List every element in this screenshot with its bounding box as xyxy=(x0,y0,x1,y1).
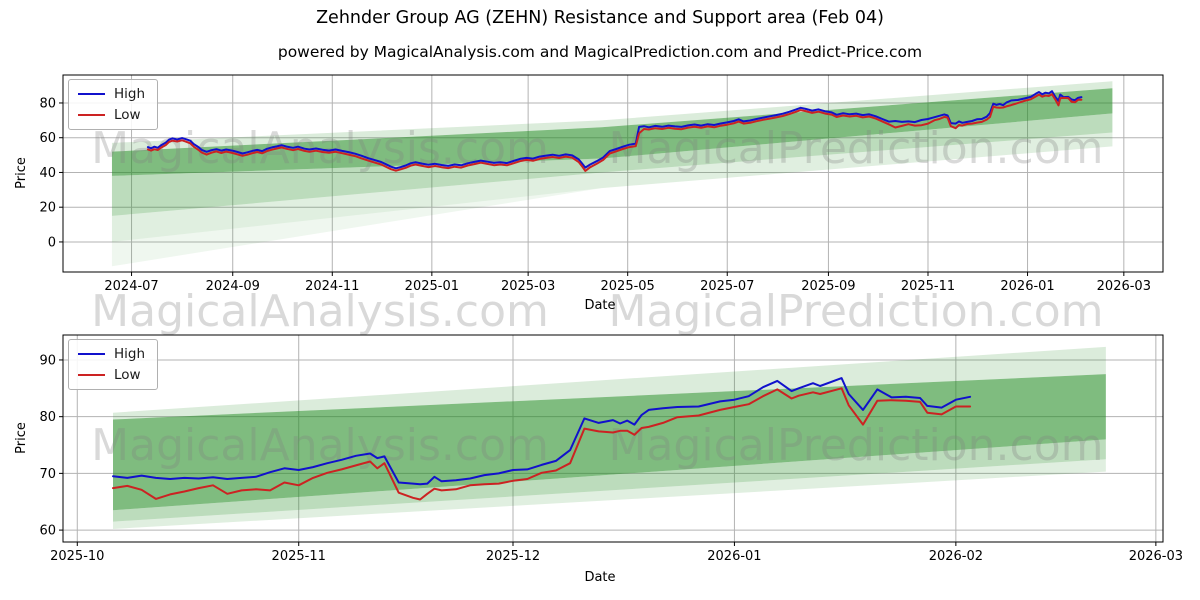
top-chart-y-tick-label: 0 xyxy=(48,235,56,250)
legend-label-high: High xyxy=(114,86,146,102)
top-chart-high-line xyxy=(146,90,1083,170)
top-chart-y-tick-label: 20 xyxy=(39,201,56,216)
bottom-chart-x-axis-label: Date xyxy=(584,570,616,585)
top-chart-y-tick-label: 40 xyxy=(39,166,56,181)
page-subtitle: powered by MagicalAnalysis.com and Magic… xyxy=(277,43,923,61)
top-chart-x-tick-label: 2025-05 xyxy=(601,279,655,294)
bottom-chart-x-tick-label: 2025-10 xyxy=(50,549,104,564)
top-chart-x-axis-label: Date xyxy=(584,298,616,313)
axes-layer: 2024-07 2024-09 2024-11 2025-01 2025-03 2025-… xyxy=(39,74,1183,564)
bottom-chart-support-resistance-band xyxy=(113,374,1106,511)
bottom-chart-x-tick-label: 2026-03 xyxy=(1129,549,1183,564)
top-chart-y-axis-label: Price xyxy=(14,157,29,189)
top-chart-support-resistance-band xyxy=(111,88,1113,176)
top-chart-low-line xyxy=(146,93,1083,172)
bottom-chart-support-resistance-band xyxy=(113,439,1106,522)
bands-layer xyxy=(111,81,1113,529)
bottom-chart-low-line xyxy=(112,387,972,501)
bottom-chart-high-line xyxy=(112,377,972,486)
top-chart-x-tick-label: 2026-03 xyxy=(1097,279,1151,294)
bottom-chart-x-tick-label: 2026-01 xyxy=(707,549,761,564)
bottom-chart-support-resistance-band xyxy=(113,346,1106,420)
top-chart-support-resistance-band xyxy=(111,81,1113,152)
top-chart-x-tick-label: 2025-03 xyxy=(501,279,555,294)
high-line-swatch xyxy=(78,93,105,95)
top-chart-x-tick-label: 2024-07 xyxy=(104,279,158,294)
legend-label-low: Low xyxy=(114,367,141,383)
watermark-layer: MagicalAnalysis.com MagicalPrediction.com… xyxy=(91,123,1103,471)
top-chart-legend: High Low xyxy=(68,79,159,130)
bottom-chart-x-tick-label: 2025-11 xyxy=(272,549,326,564)
legend-item-high: High xyxy=(78,347,145,361)
bottom-chart-legend: High Low xyxy=(68,339,159,390)
top-chart-x-tick-label: 2024-09 xyxy=(206,279,260,294)
top-chart-plot-frame xyxy=(62,74,1164,273)
watermark-text: MagicalPrediction.com xyxy=(609,286,1104,337)
page-title: Zehnder Group AG (ZEHN) Resistance and S… xyxy=(316,8,884,28)
top-chart-y-tick-label: 80 xyxy=(39,96,56,111)
watermark-text: MagicalPrediction.com xyxy=(609,123,1104,174)
bottom-chart-y-tick-label: 60 xyxy=(39,524,56,539)
bottom-chart-y-tick-label: 90 xyxy=(39,353,56,368)
watermark-text: MagicalPrediction.com xyxy=(609,420,1104,471)
top-chart-x-tick-label: 2025-07 xyxy=(700,279,754,294)
low-line-swatch xyxy=(78,374,105,376)
bottom-chart-x-tick-label: 2025-12 xyxy=(486,549,540,564)
legend-item-low: Low xyxy=(78,108,145,122)
top-chart-x-tick-label: 2026-01 xyxy=(1000,279,1054,294)
series-layer xyxy=(112,90,1083,501)
bottom-chart-y-tick-label: 70 xyxy=(39,467,56,482)
legend-item-low: Low xyxy=(78,368,145,382)
bottom-chart-y-tick-label: 80 xyxy=(39,410,56,425)
legend-label-high: High xyxy=(114,346,146,362)
low-line-swatch xyxy=(78,114,105,116)
bottom-chart-support-resistance-band xyxy=(113,459,1106,529)
top-chart-x-tick-label: 2025-09 xyxy=(801,279,855,294)
top-chart-x-tick-label: 2025-11 xyxy=(901,279,955,294)
bottom-chart-plot-frame xyxy=(62,334,1164,543)
watermark-text: MagicalAnalysis.com xyxy=(91,420,549,471)
top-chart-support-resistance-band xyxy=(111,132,1113,242)
legend-label-low: Low xyxy=(114,107,141,123)
top-chart-x-tick-label: 2025-01 xyxy=(405,279,459,294)
top-chart-support-resistance-band xyxy=(111,188,602,267)
top-chart-support-resistance-band xyxy=(111,113,1113,216)
top-chart-x-tick-label: 2024-11 xyxy=(305,279,359,294)
high-line-swatch xyxy=(78,353,105,355)
top-chart-y-tick-label: 60 xyxy=(39,131,56,146)
legend-item-high: High xyxy=(78,87,145,101)
bottom-chart-y-axis-label: Price xyxy=(14,422,29,454)
bottom-chart-x-tick-label: 2026-02 xyxy=(929,549,983,564)
watermark-text: MagicalAnalysis.com xyxy=(91,286,549,337)
